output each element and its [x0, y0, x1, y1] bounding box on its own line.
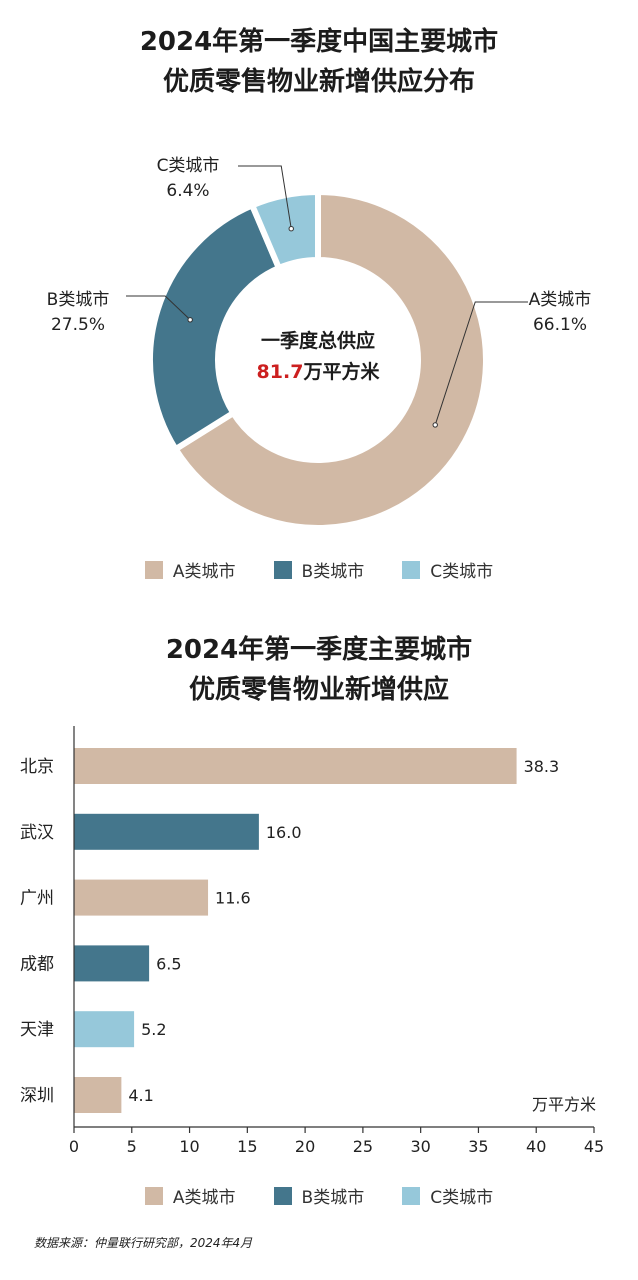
- bar-category-label: 成都: [20, 954, 54, 974]
- x-axis-tick-label: 45: [584, 1137, 604, 1156]
- legend-swatch-b: [273, 560, 292, 579]
- bar-legend-swatch-b: [273, 1186, 292, 1205]
- legend-swatch-c: [402, 560, 421, 579]
- x-axis-tick-label: 0: [69, 1137, 79, 1156]
- bar-legend-swatch-c: [402, 1186, 421, 1205]
- bar-6: [74, 1077, 122, 1113]
- legend-item-b: B类城市: [273, 557, 365, 582]
- donut-center-label: 一季度总供应: [261, 329, 375, 352]
- donut-leader-dot-b: [187, 317, 193, 323]
- donut-leader-dot-a: [432, 422, 438, 428]
- legend-label-c: C类城市: [430, 562, 494, 582]
- bar-title-line-1: 2024年第一季度主要城市: [165, 635, 473, 665]
- x-axis-tick-label: 35: [468, 1137, 488, 1156]
- x-axis-tick-label: 5: [127, 1137, 137, 1156]
- bar-4: [74, 945, 150, 982]
- bar-5: [74, 1011, 135, 1048]
- donut-label-value-b: 27.5%: [51, 315, 105, 335]
- bar-value-label: 5.2: [141, 1020, 166, 1039]
- donut-leader-line-a: [434, 301, 528, 426]
- bar-legend-item-c: C类城市: [402, 1183, 493, 1208]
- donut-leader-line-b: [126, 295, 191, 321]
- bar-value-label: 38.3: [524, 757, 560, 776]
- donut-slice-a: [171, 188, 489, 531]
- donut-leader-line-c: [238, 165, 292, 229]
- donut-title-line-2: 优质零售物业新增供应分布: [162, 67, 475, 97]
- bar-x-axis-unit: 万平方米: [532, 1095, 596, 1114]
- x-axis-tick-label: 20: [295, 1137, 315, 1156]
- bar-category-label: 天津: [20, 1020, 54, 1040]
- bar-category-label: 武汉: [20, 823, 54, 843]
- legend-swatch-a: [144, 560, 163, 579]
- bar-legend-label-c: C类城市: [430, 1188, 494, 1208]
- donut-slice-c: [248, 188, 321, 272]
- donut-center-total: 81.7万平方米: [257, 360, 381, 383]
- donut-label-category-c: C类城市: [157, 156, 220, 176]
- bar-value-label: 4.1: [128, 1086, 153, 1105]
- legend-label-b: B类城市: [301, 562, 365, 582]
- bar-legend-item-a: A类城市: [144, 1183, 236, 1208]
- donut-label-value-c: 6.4%: [166, 181, 209, 201]
- x-axis-tick-label: 40: [526, 1137, 546, 1156]
- bar-legend-label-a: A类城市: [172, 1188, 236, 1208]
- donut-chart: A类城市 66.1% B类城市 27.5% C类城市 6.4% 一季度总供应 81.7万平…: [47, 156, 592, 531]
- donut-chart-title: 2024年第一季度中国主要城市 优质零售物业新增供应分布: [0, 22, 638, 102]
- bar-legend: A类城市 B类城市 C类城市: [0, 1183, 638, 1208]
- donut-leader-dot-c: [288, 225, 294, 232]
- bar-legend-item-b: B类城市: [273, 1183, 365, 1208]
- bar-value-label: 16.0: [266, 823, 302, 842]
- bar-legend-swatch-a: [144, 1186, 163, 1205]
- bar-1: [74, 748, 517, 784]
- legend-label-a: A类城市: [172, 562, 236, 582]
- x-axis-tick-label: 30: [410, 1137, 430, 1156]
- bar-chart-title: 2024年第一季度主要城市 优质零售物业新增供应: [0, 630, 638, 710]
- legend-item-c: C类城市: [402, 557, 493, 582]
- bar-value-label: 6.5: [156, 954, 181, 973]
- bar-category-label: 广州: [20, 889, 54, 909]
- bar-2: [74, 813, 259, 850]
- donut-label-value-a: 66.1%: [533, 315, 587, 335]
- bar-title-line-2: 优质零售物业新增供应: [188, 675, 449, 705]
- legend-item-a: A类城市: [144, 557, 236, 582]
- donut-title-line-1: 2024年第一季度中国主要城市: [139, 27, 499, 57]
- donut-legend: A类城市 B类城市 C类城市: [0, 557, 638, 582]
- bar-3: [74, 879, 209, 916]
- x-axis-tick-label: 10: [179, 1137, 199, 1156]
- x-axis-tick-label: 15: [237, 1137, 257, 1156]
- donut-label-category-a: A类城市: [529, 290, 592, 310]
- donut-center-value: 81.7: [257, 361, 304, 383]
- x-axis-tick-label: 25: [353, 1137, 373, 1156]
- bar-category-label: 深圳: [20, 1086, 54, 1106]
- bar-legend-label-b: B类城市: [301, 1188, 365, 1208]
- donut-slice-b: [147, 201, 283, 454]
- data-source-note: 数据来源：仲量联行研究部，2024年4月: [34, 1236, 253, 1250]
- donut-label-category-b: B类城市: [47, 290, 110, 310]
- bar-value-label: 11.6: [215, 889, 251, 908]
- bar-category-label: 北京: [20, 757, 54, 777]
- donut-center-unit: 万平方米: [302, 360, 380, 383]
